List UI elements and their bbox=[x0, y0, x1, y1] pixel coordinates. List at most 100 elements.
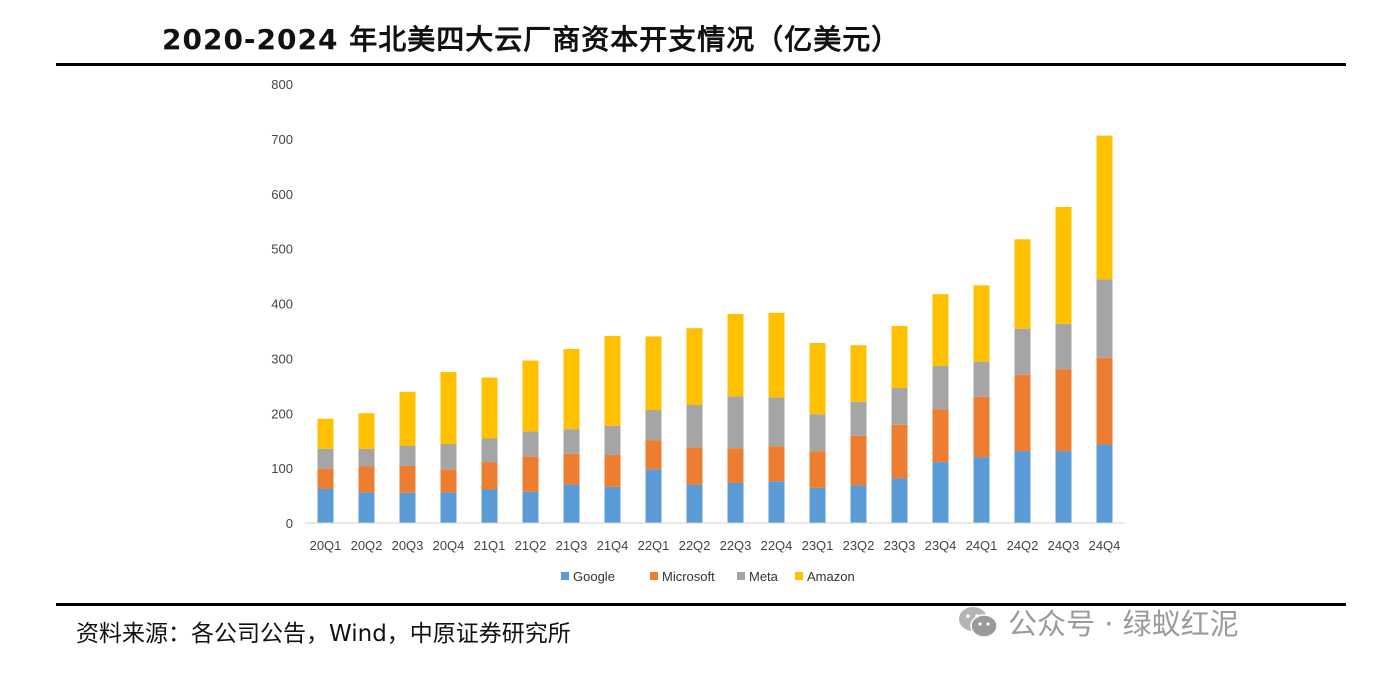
bar-meta-20Q1 bbox=[317, 448, 334, 469]
y-tick-label: 0 bbox=[286, 516, 293, 531]
bar-microsoft-21Q1 bbox=[481, 462, 498, 490]
bar-microsoft-23Q2 bbox=[850, 435, 867, 486]
bar-meta-24Q4 bbox=[1096, 279, 1113, 358]
bar-google-20Q4 bbox=[440, 492, 457, 523]
legend-label-google: Google bbox=[573, 569, 615, 584]
bar-meta-21Q3 bbox=[563, 429, 580, 454]
bar-google-20Q3 bbox=[399, 492, 416, 523]
x-tick-label: 21Q3 bbox=[556, 538, 588, 553]
bar-meta-22Q1 bbox=[645, 409, 662, 441]
top-rule bbox=[56, 63, 1346, 66]
watermark: 公众号 · 绿蚁红泥 bbox=[958, 602, 1239, 642]
bar-microsoft-23Q1 bbox=[809, 451, 826, 488]
bar-google-22Q4 bbox=[768, 481, 785, 523]
y-tick-label: 400 bbox=[271, 297, 293, 312]
bar-amazon-23Q2 bbox=[850, 345, 867, 402]
bar-meta-21Q1 bbox=[481, 438, 498, 463]
bar-microsoft-23Q3 bbox=[891, 424, 908, 479]
y-tick-label: 700 bbox=[271, 132, 293, 147]
bar-google-21Q1 bbox=[481, 489, 498, 523]
bar-amazon-20Q3 bbox=[399, 391, 416, 446]
x-tick-label: 22Q4 bbox=[761, 538, 793, 553]
bar-microsoft-21Q3 bbox=[563, 453, 580, 485]
x-tick-label: 23Q1 bbox=[802, 538, 834, 553]
bar-meta-23Q1 bbox=[809, 414, 826, 452]
x-tick-label: 21Q1 bbox=[474, 538, 506, 553]
bar-amazon-24Q4 bbox=[1096, 135, 1113, 280]
bar-amazon-20Q1 bbox=[317, 418, 334, 449]
bar-microsoft-20Q4 bbox=[440, 469, 457, 493]
bar-microsoft-22Q3 bbox=[727, 448, 744, 483]
y-tick-label: 100 bbox=[271, 461, 293, 476]
bar-google-20Q2 bbox=[358, 492, 375, 523]
bar-google-23Q4 bbox=[932, 462, 949, 523]
x-tick-label: 24Q2 bbox=[1007, 538, 1039, 553]
bar-microsoft-22Q1 bbox=[645, 440, 662, 470]
bar-google-23Q3 bbox=[891, 478, 908, 523]
bar-amazon-22Q3 bbox=[727, 313, 744, 397]
bar-amazon-22Q1 bbox=[645, 336, 662, 410]
bar-amazon-23Q4 bbox=[932, 294, 949, 367]
y-tick-label: 200 bbox=[271, 406, 293, 421]
x-axis: 20Q1 20Q2 20Q3 20Q4 21Q1 21Q2 21Q3 21Q4 22Q1 22Q2… bbox=[305, 522, 1125, 553]
bar-amazon-21Q3 bbox=[563, 349, 580, 430]
bar-amazon-22Q4 bbox=[768, 312, 785, 398]
bar-meta-24Q3 bbox=[1055, 323, 1072, 370]
bar-meta-20Q3 bbox=[399, 445, 416, 466]
wechat-icon bbox=[959, 607, 998, 638]
bar-google-21Q2 bbox=[522, 491, 539, 523]
bar-meta-22Q3 bbox=[727, 396, 744, 449]
bar-microsoft-24Q4 bbox=[1096, 357, 1113, 445]
x-tick-label: 24Q4 bbox=[1089, 538, 1121, 553]
legend-swatch-meta bbox=[737, 572, 745, 580]
y-axis: 0 100 200 300 400 500 600 700 800 bbox=[271, 77, 293, 531]
bar-meta-23Q2 bbox=[850, 401, 867, 436]
bar-microsoft-24Q1 bbox=[973, 396, 990, 458]
bar-google-23Q2 bbox=[850, 485, 867, 523]
bar-meta-23Q3 bbox=[891, 388, 908, 425]
bar-meta-20Q4 bbox=[440, 443, 457, 470]
bar-google-24Q3 bbox=[1055, 451, 1072, 523]
x-tick-label: 23Q3 bbox=[884, 538, 916, 553]
x-tick-label: 20Q4 bbox=[433, 538, 465, 553]
bar-meta-21Q4 bbox=[604, 425, 621, 455]
bar-amazon-21Q2 bbox=[522, 360, 539, 432]
page-title: 2020-2024 年北美四大云厂商资本开支情况（亿美元） bbox=[162, 23, 901, 56]
bottom-rule bbox=[56, 603, 1346, 606]
legend-swatch-microsoft bbox=[650, 572, 658, 580]
legend-label-meta: Meta bbox=[749, 569, 779, 584]
x-tick-label: 22Q3 bbox=[720, 538, 752, 553]
legend-swatch-google bbox=[561, 572, 569, 580]
bar-microsoft-20Q1 bbox=[317, 468, 334, 489]
bar-microsoft-22Q4 bbox=[768, 446, 785, 482]
legend-swatch-amazon bbox=[795, 572, 803, 580]
y-tick-label: 600 bbox=[271, 187, 293, 202]
y-tick-label: 500 bbox=[271, 242, 293, 257]
bar-meta-21Q2 bbox=[522, 431, 539, 457]
bar-amazon-24Q2 bbox=[1014, 239, 1031, 329]
bar-amazon-24Q1 bbox=[973, 285, 990, 362]
bar-amazon-23Q3 bbox=[891, 325, 908, 389]
bar-google-21Q3 bbox=[563, 484, 580, 523]
bar-google-24Q2 bbox=[1014, 451, 1031, 523]
x-tick-label: 24Q3 bbox=[1048, 538, 1080, 553]
x-tick-label: 21Q4 bbox=[597, 538, 629, 553]
bar-amazon-22Q2 bbox=[686, 328, 703, 406]
x-tick-label: 20Q1 bbox=[310, 538, 342, 553]
x-tick-label: 23Q4 bbox=[925, 538, 957, 553]
source-note: 资料来源：各公司公告，Wind，中原证券研究所 bbox=[76, 621, 571, 647]
x-tick-label: 20Q3 bbox=[392, 538, 424, 553]
x-tick-label: 21Q2 bbox=[515, 538, 547, 553]
bar-google-20Q1 bbox=[317, 488, 334, 523]
bar-google-22Q1 bbox=[645, 469, 662, 523]
bar-google-22Q2 bbox=[686, 484, 703, 523]
bar-amazon-24Q3 bbox=[1055, 206, 1072, 324]
bar-microsoft-21Q4 bbox=[604, 454, 621, 487]
watermark-text: 公众号 · 绿蚁红泥 bbox=[1008, 607, 1239, 641]
bar-meta-24Q2 bbox=[1014, 328, 1031, 375]
y-tick-label: 300 bbox=[271, 351, 293, 366]
bar-microsoft-22Q2 bbox=[686, 447, 703, 485]
bar-meta-22Q2 bbox=[686, 405, 703, 448]
bar-microsoft-21Q2 bbox=[522, 456, 539, 492]
bar-google-22Q3 bbox=[727, 482, 744, 523]
